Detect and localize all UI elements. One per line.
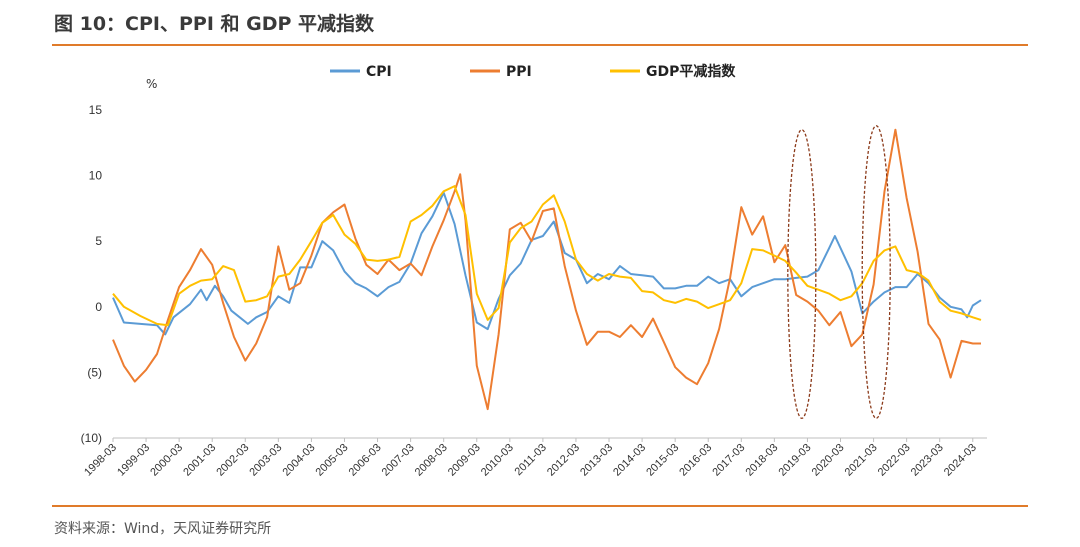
x-axis: 1998-031999-032000-032001-032002-032003-… <box>82 437 987 479</box>
x-tick-label: 2015-03 <box>644 442 681 479</box>
x-tick-label: 2003-03 <box>247 442 284 479</box>
x-tick-label: 2001-03 <box>181 442 218 479</box>
y-tick-label: (5) <box>87 365 102 379</box>
y-tick-label: 5 <box>95 234 102 248</box>
line-chart: % CPI PPI GDP平减指数 15 10 5 0 (5) (10) 1998-03199… <box>81 63 987 479</box>
x-tick-label: 2022-03 <box>876 442 913 479</box>
x-tick-label: 1999-03 <box>115 442 152 479</box>
x-tick-label: 2008-03 <box>413 442 450 479</box>
x-tick-label: 2011-03 <box>513 442 549 478</box>
footer-divider <box>52 505 1028 507</box>
annotations <box>787 125 891 419</box>
y-axis-ticks: 15 10 5 0 (5) (10) <box>81 103 103 445</box>
highlight-ellipse <box>787 129 817 419</box>
y-tick-label: 10 <box>89 169 103 183</box>
y-tick-label: 15 <box>89 103 103 117</box>
x-tick-label: 2023-03 <box>909 442 946 479</box>
x-tick-label: 2021-03 <box>843 442 880 479</box>
x-tick-label: 2016-03 <box>677 442 714 479</box>
legend-label: PPI <box>506 64 532 80</box>
y-tick-label: (10) <box>81 431 102 445</box>
x-tick-label: 2010-03 <box>479 442 516 479</box>
x-tick-label: 2019-03 <box>777 442 814 479</box>
series-lines <box>112 128 982 411</box>
x-tick-label: 2012-03 <box>545 442 582 479</box>
series-line-cpi <box>112 191 982 336</box>
x-tick-label: 2004-03 <box>280 442 317 479</box>
series-line-ppi <box>112 128 981 411</box>
x-tick-label: 2020-03 <box>810 442 847 479</box>
x-tick-label: 1998-03 <box>82 442 119 479</box>
title-divider <box>52 44 1028 46</box>
x-tick-label: 2013-03 <box>578 442 615 479</box>
page-title: 图 10：CPI、PPI 和 GDP 平减指数 <box>54 13 375 35</box>
unit-label: % <box>146 77 157 91</box>
y-tick-label: 0 <box>95 300 102 314</box>
source-note: 资料来源：Wind，天风证券研究所 <box>54 521 272 537</box>
x-tick-label: 2002-03 <box>214 442 251 479</box>
x-tick-label: 2000-03 <box>148 442 185 479</box>
x-tick-label: 2014-03 <box>611 442 648 479</box>
legend-label: CPI <box>366 64 392 80</box>
x-tick-label: 2017-03 <box>710 442 747 479</box>
x-tick-label: 2005-03 <box>314 442 351 479</box>
highlight-ellipse <box>861 125 891 419</box>
legend: CPI PPI GDP平减指数 <box>330 63 736 80</box>
legend-label: GDP平减指数 <box>646 63 736 80</box>
x-tick-label: 2009-03 <box>446 442 483 479</box>
x-tick-label: 2006-03 <box>347 442 384 479</box>
x-tick-label: 2018-03 <box>743 442 780 479</box>
x-tick-label: 2007-03 <box>380 442 417 479</box>
x-tick-label: 2024-03 <box>942 442 979 479</box>
series-line-gdp-deflator <box>112 185 982 327</box>
